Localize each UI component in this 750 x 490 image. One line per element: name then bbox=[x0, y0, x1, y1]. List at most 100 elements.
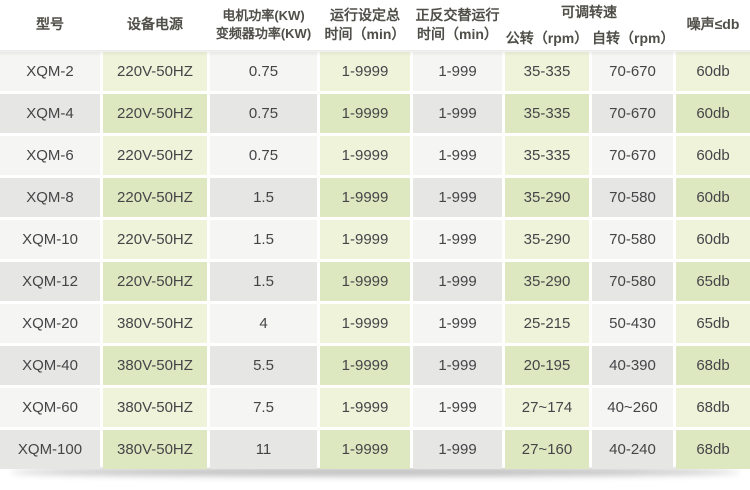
cell-alternate-run-time: 1-999 bbox=[413, 94, 502, 133]
cell-alternate-run-time: 1-999 bbox=[413, 178, 502, 217]
cell-revolution-speed: 27~160 bbox=[505, 430, 589, 469]
cell-rotation-speed: 40-240 bbox=[592, 430, 673, 469]
cell-model: XQM-2 bbox=[0, 52, 100, 91]
cell-total-run-time: 1-9999 bbox=[320, 430, 410, 469]
cell-power-supply: 220V-50HZ bbox=[103, 262, 207, 301]
cell-motor-power: 0.75 bbox=[210, 94, 317, 133]
col-header-rotation-rpm: 自转（rpm） bbox=[592, 27, 674, 49]
cell-power-supply: 380V-50HZ bbox=[103, 346, 207, 385]
total-time-line2: 时间（min） bbox=[324, 25, 406, 42]
cell-noise: 60db bbox=[676, 136, 750, 175]
cell-motor-power: 4 bbox=[210, 304, 317, 343]
cell-revolution-speed: 35-290 bbox=[505, 220, 589, 259]
cell-revolution-speed: 20-195 bbox=[505, 346, 589, 385]
cell-model: XQM-60 bbox=[0, 388, 100, 427]
cell-total-run-time: 1-9999 bbox=[320, 136, 410, 175]
table-row: XQM-20 380V-50HZ 4 1-9999 1-999 25-215 5… bbox=[0, 304, 750, 343]
table-row: XQM-6 220V-50HZ 0.75 1-9999 1-999 35-335… bbox=[0, 136, 750, 175]
cell-power-supply: 380V-50HZ bbox=[103, 388, 207, 427]
cell-total-run-time: 1-9999 bbox=[320, 304, 410, 343]
cell-alternate-run-time: 1-999 bbox=[413, 346, 502, 385]
cell-model: XQM-12 bbox=[0, 262, 100, 301]
cell-motor-power: 5.5 bbox=[210, 346, 317, 385]
cell-rotation-speed: 40~260 bbox=[592, 388, 673, 427]
cell-alternate-run-time: 1-999 bbox=[413, 304, 502, 343]
cell-power-supply: 380V-50HZ bbox=[103, 430, 207, 469]
cell-total-run-time: 1-9999 bbox=[320, 52, 410, 91]
cell-noise: 68db bbox=[676, 388, 750, 427]
cell-alternate-run-time: 1-999 bbox=[413, 430, 502, 469]
cell-model: XQM-8 bbox=[0, 178, 100, 217]
cell-total-run-time: 1-9999 bbox=[320, 178, 410, 217]
cell-total-run-time: 1-9999 bbox=[320, 388, 410, 427]
cell-rotation-speed: 70-580 bbox=[592, 178, 673, 217]
cell-revolution-speed: 35-290 bbox=[505, 178, 589, 217]
table-row: XQM-2 220V-50HZ 0.75 1-9999 1-999 35-335… bbox=[0, 52, 750, 91]
col-header-revolution-rpm: 公转（rpm） bbox=[505, 27, 589, 49]
cell-alternate-run-time: 1-999 bbox=[413, 262, 502, 301]
cell-power-supply: 380V-50HZ bbox=[103, 304, 207, 343]
cell-total-run-time: 1-9999 bbox=[320, 94, 410, 133]
cell-model: XQM-4 bbox=[0, 94, 100, 133]
cell-motor-power: 0.75 bbox=[210, 136, 317, 175]
cell-revolution-speed: 35-290 bbox=[505, 262, 589, 301]
cell-noise: 68db bbox=[676, 430, 750, 469]
cell-model: XQM-100 bbox=[0, 430, 100, 469]
motor-power-line1: 电机功率(KW) bbox=[222, 7, 305, 23]
table-row: XQM-10 220V-50HZ 1.5 1-9999 1-999 35-290… bbox=[0, 220, 750, 259]
motor-power-line2: 变频器功率(KW) bbox=[215, 25, 312, 41]
cell-rotation-speed: 70-670 bbox=[592, 136, 673, 175]
cell-noise: 60db bbox=[676, 52, 750, 91]
cell-rotation-speed: 70-670 bbox=[592, 52, 673, 91]
table-row: XQM-12 220V-50HZ 1.5 1-9999 1-999 35-290… bbox=[0, 262, 750, 301]
table-body: XQM-2 220V-50HZ 0.75 1-9999 1-999 35-335… bbox=[0, 52, 750, 469]
cell-revolution-speed: 27~174 bbox=[505, 388, 589, 427]
alt-time-line1: 正反交替运行 bbox=[415, 6, 500, 23]
cell-total-run-time: 1-9999 bbox=[320, 262, 410, 301]
cell-total-run-time: 1-9999 bbox=[320, 220, 410, 259]
cell-rotation-speed: 50-430 bbox=[592, 304, 673, 343]
table-row: XQM-100 380V-50HZ 11 1-9999 1-999 27~160… bbox=[0, 430, 750, 469]
col-header-alternate-run-time: 正反交替运行 时间（min） bbox=[413, 0, 502, 49]
table-header: 型号 设备电源 电机功率(KW) 变频器功率(KW) 运行设定总 时间（min）… bbox=[0, 0, 750, 49]
cell-revolution-speed: 35-335 bbox=[505, 52, 589, 91]
cell-power-supply: 220V-50HZ bbox=[103, 220, 207, 259]
cell-noise: 65db bbox=[676, 304, 750, 343]
cell-noise: 68db bbox=[676, 346, 750, 385]
col-header-power-supply: 设备电源 bbox=[103, 0, 207, 49]
cell-rotation-speed: 70-580 bbox=[592, 262, 673, 301]
cell-model: XQM-20 bbox=[0, 304, 100, 343]
table-row: XQM-8 220V-50HZ 1.5 1-9999 1-999 35-290 … bbox=[0, 178, 750, 217]
col-header-model: 型号 bbox=[0, 0, 100, 49]
cell-rotation-speed: 40-390 bbox=[592, 346, 673, 385]
cell-motor-power: 1.5 bbox=[210, 220, 317, 259]
cell-alternate-run-time: 1-999 bbox=[413, 52, 502, 91]
cell-alternate-run-time: 1-999 bbox=[413, 388, 502, 427]
cell-power-supply: 220V-50HZ bbox=[103, 178, 207, 217]
col-header-motor-power: 电机功率(KW) 变频器功率(KW) bbox=[210, 0, 317, 49]
cell-rotation-speed: 70-580 bbox=[592, 220, 673, 259]
cell-revolution-speed: 25-215 bbox=[505, 304, 589, 343]
cell-motor-power: 0.75 bbox=[210, 52, 317, 91]
cell-revolution-speed: 35-335 bbox=[505, 94, 589, 133]
cell-motor-power: 1.5 bbox=[210, 178, 317, 217]
product-spec-table: 型号 设备电源 电机功率(KW) 变频器功率(KW) 运行设定总 时间（min）… bbox=[0, 0, 750, 469]
cell-alternate-run-time: 1-999 bbox=[413, 136, 502, 175]
cell-alternate-run-time: 1-999 bbox=[413, 220, 502, 259]
table-row: XQM-40 380V-50HZ 5.5 1-9999 1-999 20-195… bbox=[0, 346, 750, 385]
table-row: XQM-60 380V-50HZ 7.5 1-9999 1-999 27~174… bbox=[0, 388, 750, 427]
col-header-total-run-time: 运行设定总 时间（min） bbox=[320, 0, 410, 49]
cell-noise: 65db bbox=[676, 262, 750, 301]
cell-model: XQM-40 bbox=[0, 346, 100, 385]
cell-rotation-speed: 70-670 bbox=[592, 94, 673, 133]
cell-power-supply: 220V-50HZ bbox=[103, 136, 207, 175]
alt-time-line2: 时间（min） bbox=[417, 25, 498, 42]
cell-power-supply: 220V-50HZ bbox=[103, 94, 207, 133]
col-header-adjustable-speed-group: 可调转速 bbox=[505, 0, 673, 24]
cell-motor-power: 11 bbox=[210, 430, 317, 469]
cell-motor-power: 7.5 bbox=[210, 388, 317, 427]
total-time-line1: 运行设定总 bbox=[330, 6, 400, 23]
cell-noise: 60db bbox=[676, 94, 750, 133]
cell-model: XQM-6 bbox=[0, 136, 100, 175]
